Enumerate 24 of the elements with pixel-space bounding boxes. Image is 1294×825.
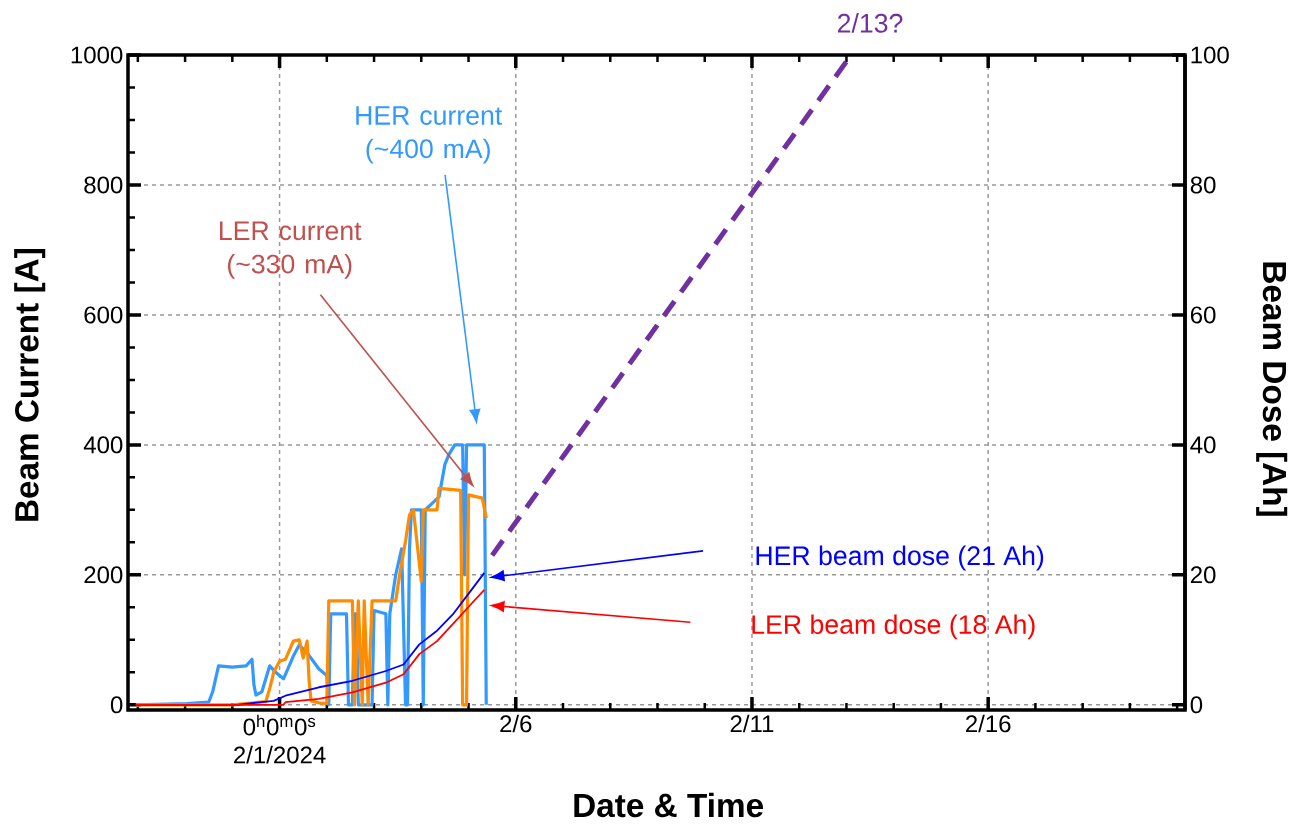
annotation: HER beam dose (21 Ah) — [756, 545, 1044, 571]
y-tick-label: 600 — [84, 306, 123, 324]
annotation: LER current (~330 mA) — [220, 221, 362, 279]
annotation: LER beam dose (18 Ah) — [752, 614, 1035, 640]
y2-tick-label: 80 — [1190, 176, 1216, 194]
x-axis-title: Date & Time — [574, 792, 764, 818]
x-tick-label: 2/11 — [730, 714, 774, 733]
y2-tick-label: 20 — [1190, 566, 1216, 584]
x-tick-label: 0$^{h}$0$^{m}$0$^{s}$ 2/1/2024 — [234, 714, 326, 764]
y-tick-label: 1000 — [71, 46, 123, 64]
y-tick-label: 200 — [84, 566, 123, 584]
y2-tick-label: 100 — [1191, 46, 1229, 64]
text: 2/13? — [837, 13, 903, 33]
y2-tick-label: 0 — [1190, 696, 1203, 714]
x-tick-label: 2/16 — [966, 714, 1011, 733]
annotation: HER current (~400 mA) — [356, 106, 503, 164]
y2-tick-label: 40 — [1190, 436, 1216, 454]
x-tick-label: 2/6 — [500, 714, 532, 733]
y-axis-title: Beam Current [A] — [14, 249, 46, 521]
y2-axis-title: Beam Dose [Ah] — [1256, 262, 1288, 516]
y-tick-label: 800 — [84, 176, 123, 194]
y-tick-label: 0 — [110, 696, 123, 714]
y-tick-label: 400 — [83, 436, 123, 454]
y2-tick-label: 60 — [1190, 306, 1216, 324]
